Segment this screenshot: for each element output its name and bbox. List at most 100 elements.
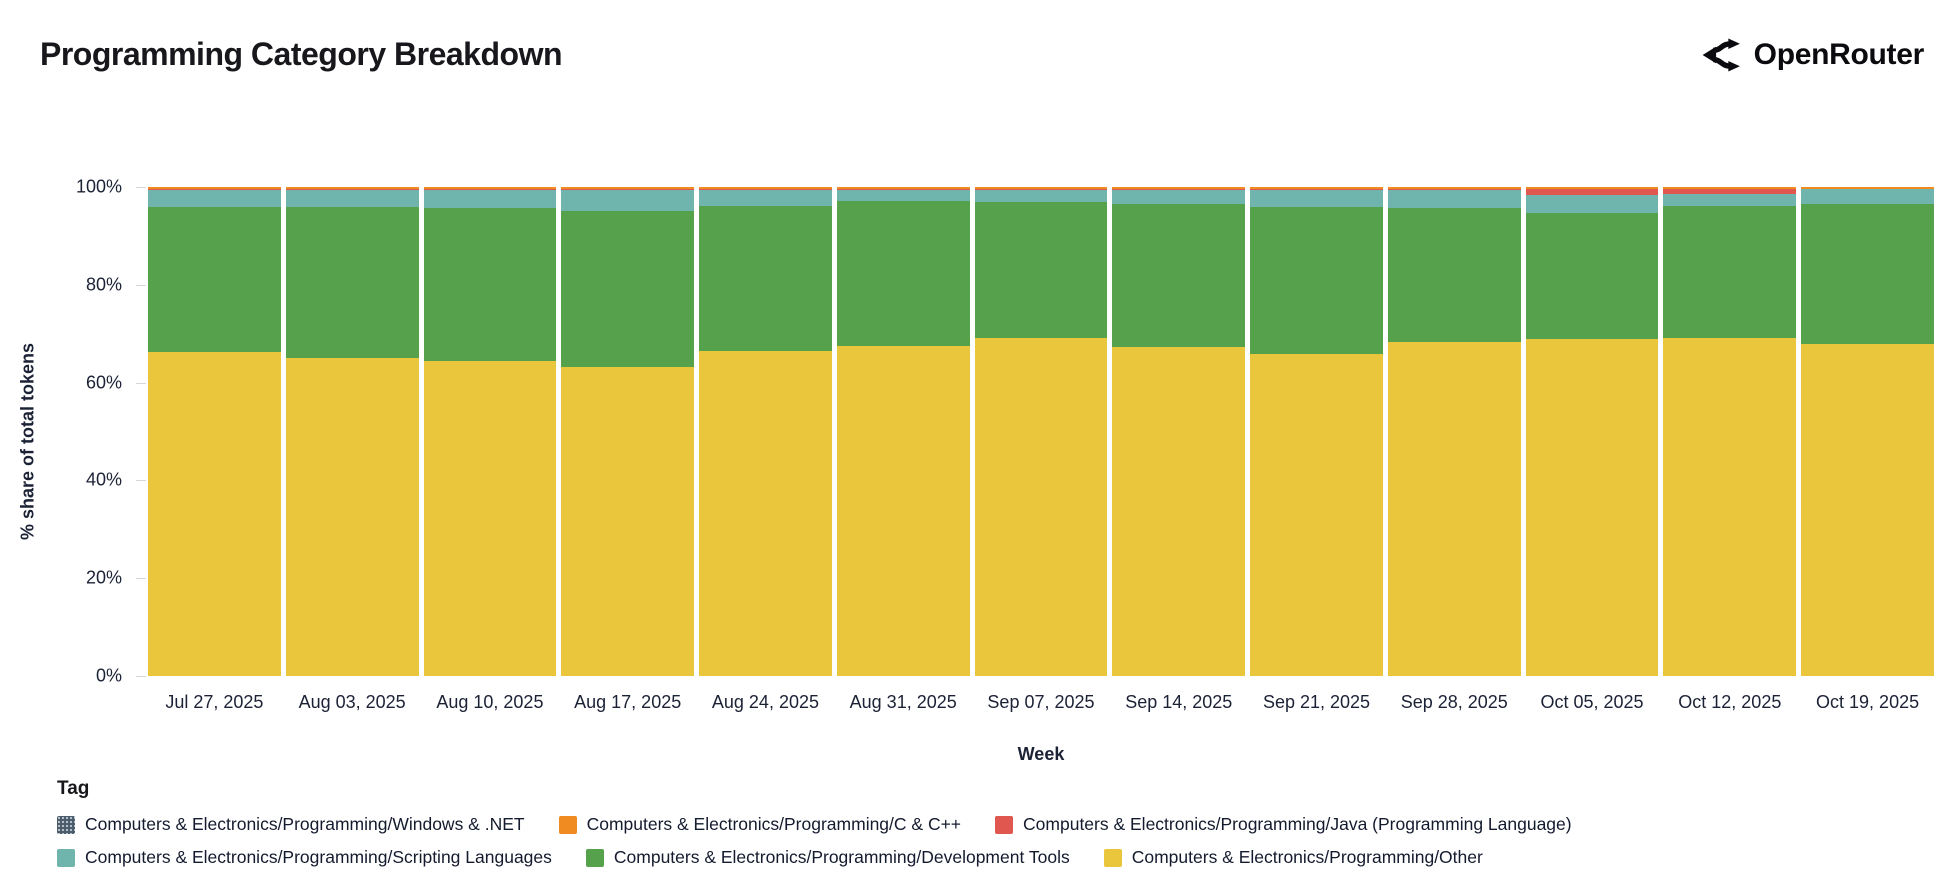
bar-segment[interactable] [1525, 187, 1659, 189]
x-tick-label: Oct 05, 2025 [1540, 692, 1644, 712]
legend-item[interactable]: Computers & Electronics/Programming/C & … [558, 814, 962, 835]
bar-segment[interactable] [1250, 187, 1383, 190]
legend-label: Computers & Electronics/Programming/Wind… [85, 814, 525, 834]
bar-segment[interactable] [836, 187, 970, 190]
bar-segment[interactable] [423, 189, 557, 208]
brand-name: OpenRouter [1753, 38, 1925, 71]
y-tick-label: 80% [85, 274, 122, 295]
bar-segment[interactable] [836, 201, 970, 347]
bar-segment[interactable] [699, 206, 832, 352]
legend-label: Computers & Electronics/Programming/Deve… [613, 847, 1070, 867]
stacked-bar [836, 187, 970, 676]
x-tick-label: Sep 21, 2025 [1262, 692, 1371, 712]
bar-segment[interactable] [1387, 207, 1521, 342]
y-tick-label: 100% [75, 176, 122, 197]
bar-segment[interactable] [148, 352, 281, 676]
bar-segment[interactable] [285, 207, 419, 359]
y-tick-mark [136, 382, 146, 384]
bar-segment[interactable] [699, 189, 832, 207]
bar-segment[interactable] [148, 187, 281, 190]
y-tick-mark [136, 284, 146, 286]
legend-swatch-icon [585, 848, 604, 867]
bar-segment[interactable] [974, 189, 1108, 203]
x-tick-label: Aug 17, 2025 [574, 692, 682, 712]
bar-segment[interactable] [285, 187, 419, 190]
bar-segment[interactable] [1387, 189, 1521, 208]
bar-segment[interactable] [1663, 187, 1797, 189]
stacked-bars [148, 187, 1934, 676]
openrouter-logo-icon [1700, 34, 1742, 76]
stacked-bar [561, 187, 695, 676]
bar-segment[interactable] [1250, 189, 1383, 208]
bar-segment[interactable] [1250, 207, 1383, 355]
bar-segment[interactable] [1525, 188, 1659, 196]
bar-segment[interactable] [1112, 189, 1246, 205]
x-tick-label: Oct 19, 2025 [1816, 692, 1920, 712]
bar-segment[interactable] [561, 210, 695, 367]
bar-segment[interactable] [1801, 189, 1934, 205]
legend-label: Computers & Electronics/Programming/Othe… [1131, 847, 1483, 867]
x-tick-label: Jul 27, 2025 [165, 692, 264, 712]
x-axis-tick-labels: Jul 27, 2025 Aug 03, 2025 Aug 10, 2025 Aug … [148, 692, 1934, 713]
chart-plot-area: 0% 20% 40% 60% 80% 100% [76, 177, 1934, 686]
bar-segment[interactable] [423, 187, 557, 190]
bar-segment[interactable] [423, 361, 557, 676]
bar-segment[interactable] [148, 207, 281, 353]
bar-segment[interactable] [1112, 204, 1246, 347]
page-title: Programming Category Breakdown [40, 36, 563, 72]
bar-segment[interactable] [974, 187, 1108, 190]
bar-segment[interactable] [1387, 187, 1521, 190]
bar-segment[interactable] [1525, 339, 1659, 676]
bar-segment[interactable] [1663, 193, 1797, 207]
y-tick-label: 60% [85, 372, 122, 393]
bar-segment[interactable] [1250, 354, 1383, 676]
x-tick-label: Aug 24, 2025 [711, 692, 819, 712]
bar-segment[interactable] [836, 346, 970, 676]
y-tick-mark [136, 676, 146, 677]
bar-segment[interactable] [285, 189, 419, 208]
stacked-bar [974, 187, 1108, 676]
legend-items: Computers & Electronics/Programming/Wind… [57, 814, 1897, 868]
bar-segment[interactable] [561, 187, 695, 190]
bar-segment[interactable] [561, 189, 695, 211]
bar-segment[interactable] [836, 189, 970, 202]
bar-segment[interactable] [561, 366, 695, 676]
bar-segment[interactable] [1801, 187, 1934, 189]
bar-segment[interactable] [1525, 212, 1659, 340]
bar-segment[interactable] [1112, 187, 1246, 190]
bar-segment[interactable] [699, 351, 832, 676]
x-tick-label: Sep 07, 2025 [987, 692, 1095, 712]
legend-item[interactable]: Computers & Electronics/Programming/Scri… [57, 847, 552, 868]
bar-segment[interactable] [1112, 346, 1246, 676]
stacked-bar [423, 187, 557, 676]
bar-segment[interactable] [148, 189, 281, 208]
bar-segment[interactable] [1801, 204, 1934, 345]
bar-segment[interactable] [974, 338, 1108, 676]
openrouter-brand[interactable]: OpenRouter [1700, 34, 1924, 76]
bar-segment[interactable] [1663, 338, 1797, 676]
stacked-bar [148, 187, 281, 676]
legend-item[interactable]: Computers & Electronics/Programming/Wind… [57, 814, 525, 835]
x-tick-label: Oct 12, 2025 [1678, 692, 1782, 712]
stacked-bar [1250, 187, 1383, 676]
bar-segment[interactable] [974, 202, 1108, 339]
legend-item[interactable]: Computers & Electronics/Programming/Othe… [1103, 847, 1483, 868]
x-tick-label: Sep 28, 2025 [1400, 692, 1508, 712]
legend-label: Computers & Electronics/Programming/Scri… [85, 847, 552, 867]
bar-segment[interactable] [1663, 188, 1797, 194]
y-axis-title: % share of total tokens [17, 342, 38, 541]
legend-item[interactable]: Computers & Electronics/Programming/Deve… [585, 847, 1070, 868]
stacked-bar [1801, 187, 1934, 676]
legend-label: Computers & Electronics/Programming/C & … [586, 814, 962, 834]
stacked-bar [1112, 187, 1246, 676]
bar-segment[interactable] [1387, 341, 1521, 676]
bar-segment[interactable] [285, 358, 419, 676]
legend-item[interactable]: Computers & Electronics/Programming/Java… [995, 814, 1572, 835]
y-tick-mark [136, 480, 146, 482]
bar-segment[interactable] [1663, 206, 1797, 339]
bar-segment[interactable] [1801, 344, 1934, 676]
bar-segment[interactable] [423, 207, 557, 362]
bar-segment[interactable] [1525, 195, 1659, 213]
bar-segment[interactable] [699, 187, 832, 190]
x-tick-label: Aug 10, 2025 [436, 692, 544, 712]
